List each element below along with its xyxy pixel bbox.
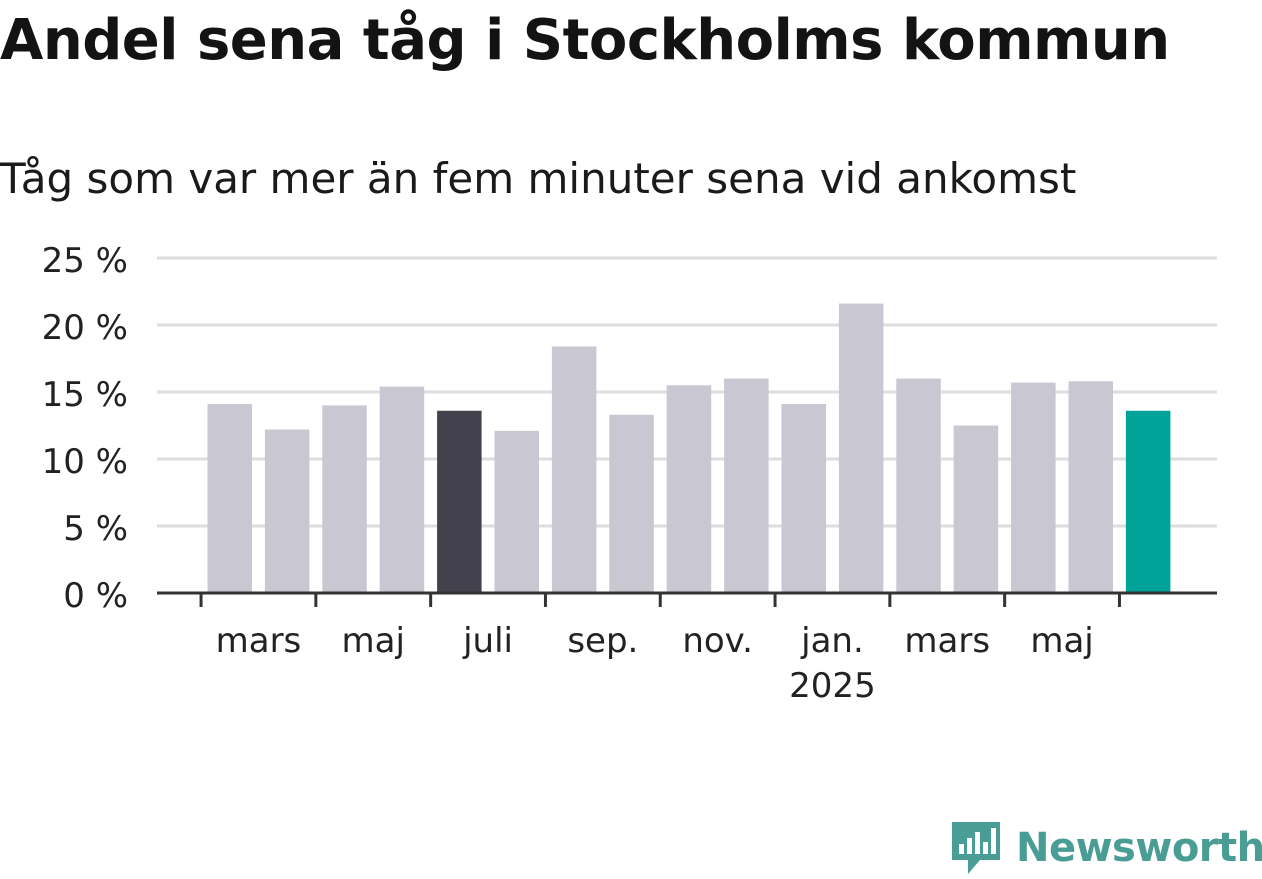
y-tick-label: 15 %: [42, 375, 128, 415]
bar: [1011, 382, 1056, 593]
chart-subtitle: Tåg som var mer än fem minuter sena vid …: [0, 154, 1077, 203]
bar: [264, 429, 310, 593]
brand-logo: Newsworthy: [950, 818, 1262, 878]
y-tick-label: 20 %: [42, 308, 128, 348]
y-tick-label: 0 %: [63, 576, 128, 616]
y-tick-label: 10 %: [42, 442, 128, 482]
bar: [494, 430, 539, 593]
bar: [322, 405, 367, 593]
bar: [666, 385, 712, 593]
y-tick-label: 25 %: [42, 241, 128, 281]
bar: [437, 410, 482, 593]
newsworthy-logo-icon: [952, 822, 1000, 874]
bar: [781, 404, 826, 593]
x-axis: [157, 591, 1217, 607]
bar: [1125, 410, 1171, 593]
chart-title: Andel sena tåg i Stockholms kommun: [0, 8, 1170, 73]
y-axis-tick-labels: 0 % 5 % 10 % 15 % 20 % 25 %: [42, 241, 128, 616]
x-tick-label: nov.: [682, 621, 753, 661]
bar: [207, 404, 252, 593]
bar: [609, 414, 654, 593]
x-tick-label: sep.: [567, 621, 638, 661]
y-tick-label: 5 %: [63, 509, 128, 549]
x-tick-label: jan.: [800, 621, 864, 661]
x-tick-label: juli: [462, 621, 513, 661]
x-tick-year-label: 2025: [789, 666, 876, 706]
x-tick-label: maj: [1030, 621, 1093, 661]
x-tick-label: maj: [342, 621, 405, 661]
x-tick-label: mars: [216, 621, 302, 661]
bar: [838, 303, 884, 593]
bar: [896, 378, 941, 593]
bar: [724, 378, 769, 593]
bar: [551, 346, 597, 593]
bar: [379, 386, 425, 593]
brand-name: Newsworthy: [1016, 825, 1262, 871]
bar: [953, 425, 999, 593]
bars: [207, 303, 1171, 593]
bar: [1068, 381, 1113, 593]
x-tick-label: mars: [904, 621, 990, 661]
